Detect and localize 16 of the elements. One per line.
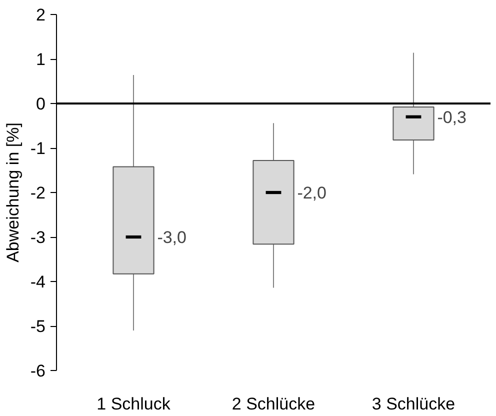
y-tick-label: -1 <box>30 139 46 158</box>
annotation: -0,3 <box>437 108 466 127</box>
y-tick-label: 1 <box>36 50 46 69</box>
annotation: -2,0 <box>297 184 326 202</box>
y-tick-label: -4 <box>30 272 46 292</box>
x-tick-label: 2 Schlücke <box>232 394 316 414</box>
annotation: -3,0 <box>157 228 186 247</box>
y-tick-label: 2 <box>36 6 46 24</box>
y-tick-label: -6 <box>30 362 46 380</box>
y-axis-title: Abweichung in [%] <box>3 122 22 262</box>
y-tick-label: -3 <box>30 228 46 247</box>
y-tick-label: -2 <box>30 184 46 202</box>
y-tick-label: -5 <box>30 317 46 336</box>
x-tick-label: 3 Schlücke <box>372 394 456 414</box>
x-tick-label: 1 Schluck <box>96 394 171 414</box>
y-tick-label: 0 <box>36 94 46 114</box>
